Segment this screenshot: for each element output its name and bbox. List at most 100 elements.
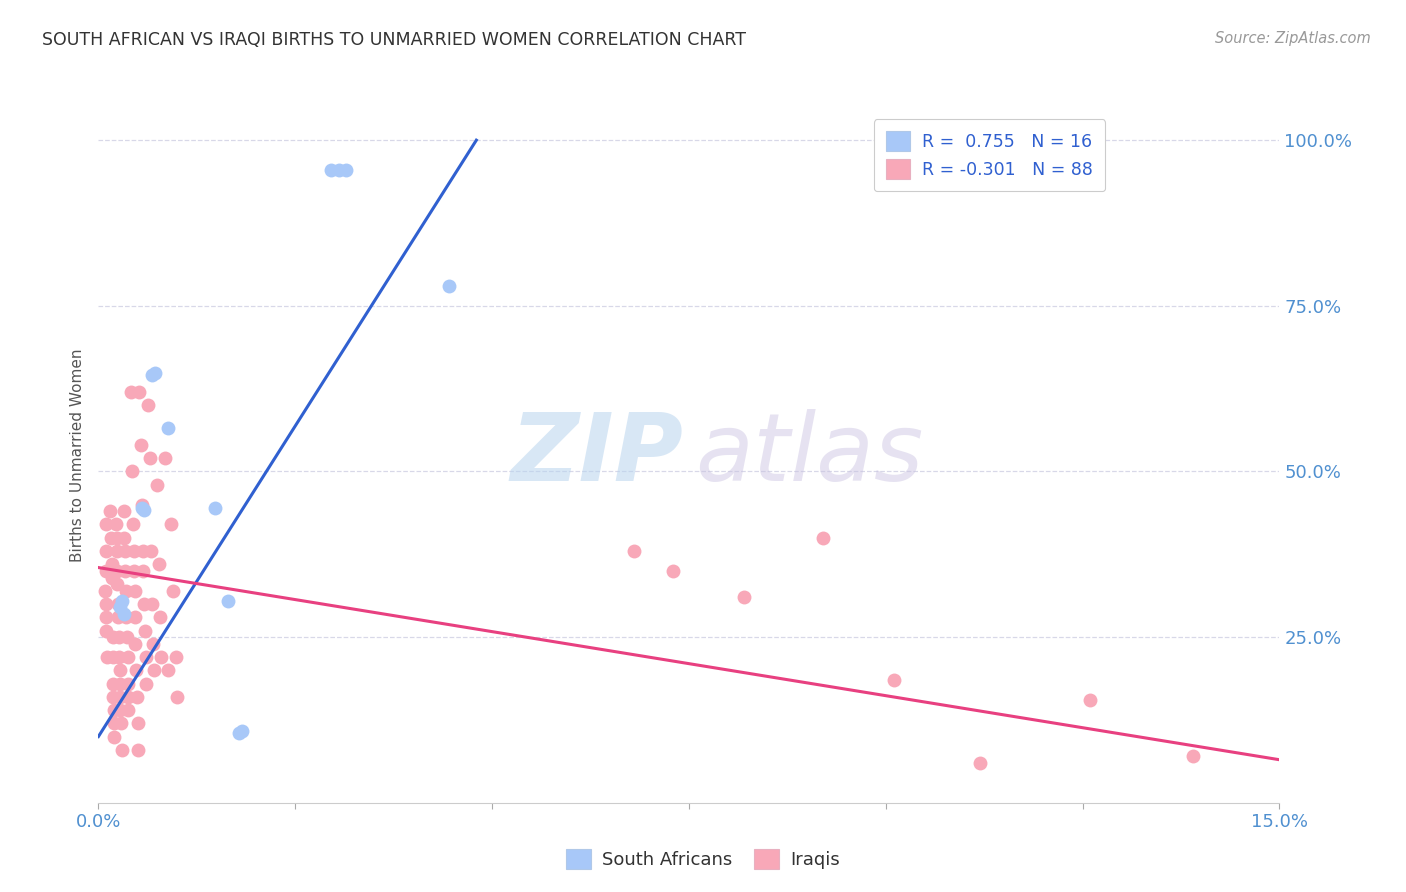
Point <box>125 663 148 677</box>
Point <box>733 591 755 605</box>
Point <box>105 564 128 578</box>
Point <box>117 676 139 690</box>
Point <box>141 368 163 383</box>
Point <box>110 703 132 717</box>
Point <box>107 610 129 624</box>
Point <box>96 624 118 638</box>
Point <box>142 663 165 677</box>
Point <box>132 503 155 517</box>
Point <box>160 517 183 532</box>
Point <box>112 531 135 545</box>
Point <box>101 630 124 644</box>
Point <box>811 531 834 545</box>
Point <box>138 451 160 466</box>
Point <box>128 384 150 399</box>
Point <box>117 650 139 665</box>
Point <box>112 607 135 621</box>
Text: atlas: atlas <box>695 409 924 500</box>
Point <box>131 498 153 512</box>
Point <box>100 531 122 545</box>
Text: Source: ZipAtlas.com: Source: ZipAtlas.com <box>1215 31 1371 46</box>
Point <box>96 517 118 532</box>
Y-axis label: Births to Unmarried Women: Births to Unmarried Women <box>70 348 86 562</box>
Point <box>143 367 166 381</box>
Point <box>115 630 138 644</box>
Point <box>96 610 118 624</box>
Point <box>117 690 139 704</box>
Point <box>124 637 146 651</box>
Point <box>135 650 157 665</box>
Point <box>136 398 159 412</box>
Point <box>148 558 170 572</box>
Point <box>156 421 179 435</box>
Point <box>150 650 173 665</box>
Point <box>141 597 163 611</box>
Point <box>166 690 188 704</box>
Point <box>204 500 226 515</box>
Point <box>108 663 131 677</box>
Point <box>121 465 143 479</box>
Point <box>124 583 146 598</box>
Point <box>105 544 128 558</box>
Point <box>141 544 163 558</box>
Point <box>149 610 172 624</box>
Point <box>129 438 152 452</box>
Point <box>94 597 117 611</box>
Point <box>115 583 138 598</box>
Point <box>110 600 132 615</box>
Point <box>131 544 153 558</box>
Point <box>108 630 131 644</box>
Point <box>103 676 125 690</box>
Point <box>96 650 118 665</box>
Point <box>121 384 143 399</box>
Point <box>217 593 239 607</box>
Point <box>135 676 157 690</box>
Point <box>162 583 184 598</box>
Point <box>127 743 149 757</box>
Point <box>114 544 136 558</box>
Point <box>437 279 460 293</box>
Point <box>104 517 127 532</box>
Legend: South Africans, Iraqis: South Africans, Iraqis <box>557 839 849 879</box>
Point <box>662 564 685 578</box>
Legend: R =  0.755   N = 16, R = -0.301   N = 88: R = 0.755 N = 16, R = -0.301 N = 88 <box>873 120 1105 192</box>
Point <box>319 163 342 178</box>
Point <box>122 564 145 578</box>
Point <box>155 451 177 466</box>
Point <box>156 663 179 677</box>
Point <box>127 716 149 731</box>
Point <box>122 544 145 558</box>
Point <box>105 531 128 545</box>
Point <box>228 726 250 740</box>
Point <box>114 564 136 578</box>
Point <box>107 597 129 611</box>
Point <box>132 597 155 611</box>
Point <box>103 690 125 704</box>
Point <box>125 690 148 704</box>
Point <box>111 743 134 757</box>
Point <box>131 500 153 515</box>
Point <box>1080 693 1102 707</box>
Point <box>108 650 131 665</box>
Point <box>883 673 905 688</box>
Point <box>117 703 139 717</box>
Point <box>105 577 128 591</box>
Point <box>122 517 145 532</box>
Point <box>124 610 146 624</box>
Point <box>103 703 125 717</box>
Point <box>231 724 253 739</box>
Point <box>134 624 156 638</box>
Point <box>111 593 134 607</box>
Point <box>96 564 118 578</box>
Point <box>110 690 132 704</box>
Point <box>165 650 187 665</box>
Point <box>328 163 350 178</box>
Point <box>146 477 169 491</box>
Point <box>101 558 124 572</box>
Point <box>969 756 991 770</box>
Point <box>103 730 125 744</box>
Point <box>93 583 115 598</box>
Point <box>101 650 124 665</box>
Point <box>623 544 645 558</box>
Point <box>1181 749 1204 764</box>
